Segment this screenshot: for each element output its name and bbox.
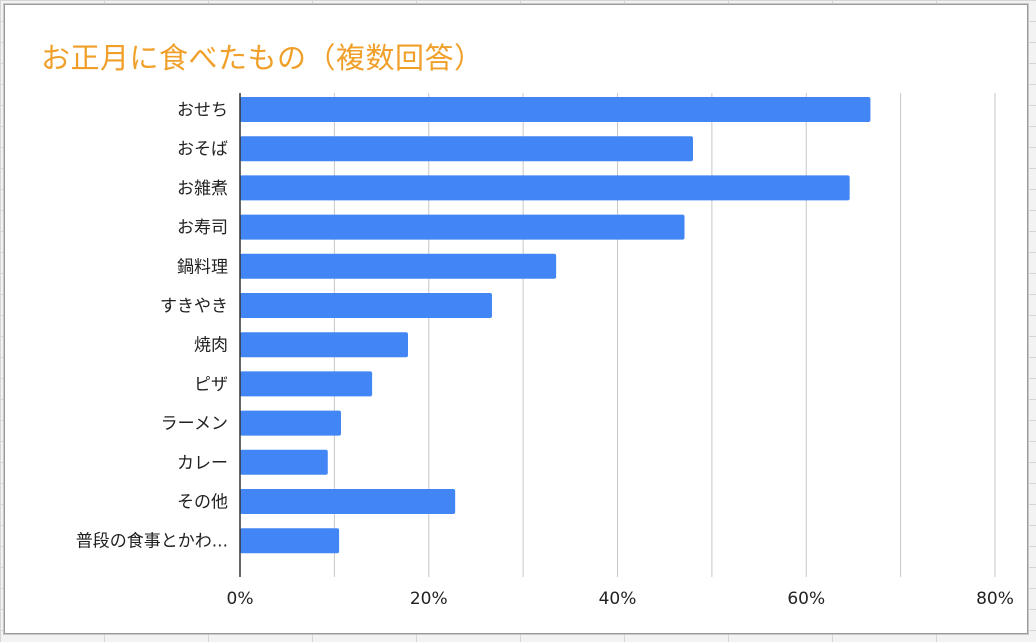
bar[interactable] (240, 410, 341, 436)
category-label: その他 (177, 493, 228, 513)
x-tick-label: 20% (410, 589, 448, 609)
bar[interactable] (240, 214, 685, 240)
bar[interactable] (240, 97, 871, 122)
bar[interactable] (240, 371, 373, 397)
category-label: 焼肉 (194, 336, 228, 356)
bar[interactable] (240, 528, 340, 554)
x-tick-label: 80% (976, 589, 1014, 609)
x-tick-label: 40% (599, 589, 637, 609)
category-label: お寿司 (177, 218, 228, 238)
bar[interactable] (240, 175, 850, 201)
bar[interactable] (240, 136, 693, 162)
category-label: お雑煮 (177, 179, 228, 199)
category-label: おせち (177, 101, 228, 121)
bar-chart: 0% 20% 40% 60% 80% おせちおそばお雑煮お寿司鍋料理すきやき焼肉ピザラーメ… (76, 93, 1014, 610)
bar[interactable] (240, 332, 408, 358)
bar[interactable] (240, 293, 492, 318)
category-label: カレー (177, 453, 228, 473)
chart-title: お正月に食べたもの（複数回答） (41, 41, 484, 75)
category-label: ピザ (194, 375, 228, 395)
bar[interactable] (240, 253, 557, 279)
category-label: 普段の食事とかわ... (76, 532, 228, 552)
bar[interactable] (240, 449, 328, 475)
labels: 0% 20% 40% 60% 80% おせちおそばお雑煮お寿司鍋料理すきやき焼肉ピザラーメ… (76, 101, 1014, 610)
bar[interactable] (240, 489, 456, 514)
chart-card[interactable]: お正月に食べたもの（複数回答） 0% 20% 40% 60% 80% おせちおそばお雑煮お… (4, 4, 1028, 634)
x-tick-label: 0% (227, 589, 254, 609)
category-label: 鍋料理 (177, 257, 228, 277)
category-label: すきやき (160, 297, 228, 317)
x-tick-label: 60% (787, 589, 825, 609)
bars (240, 97, 871, 554)
category-label: ラーメン (161, 414, 228, 434)
category-label: おそば (177, 140, 228, 160)
